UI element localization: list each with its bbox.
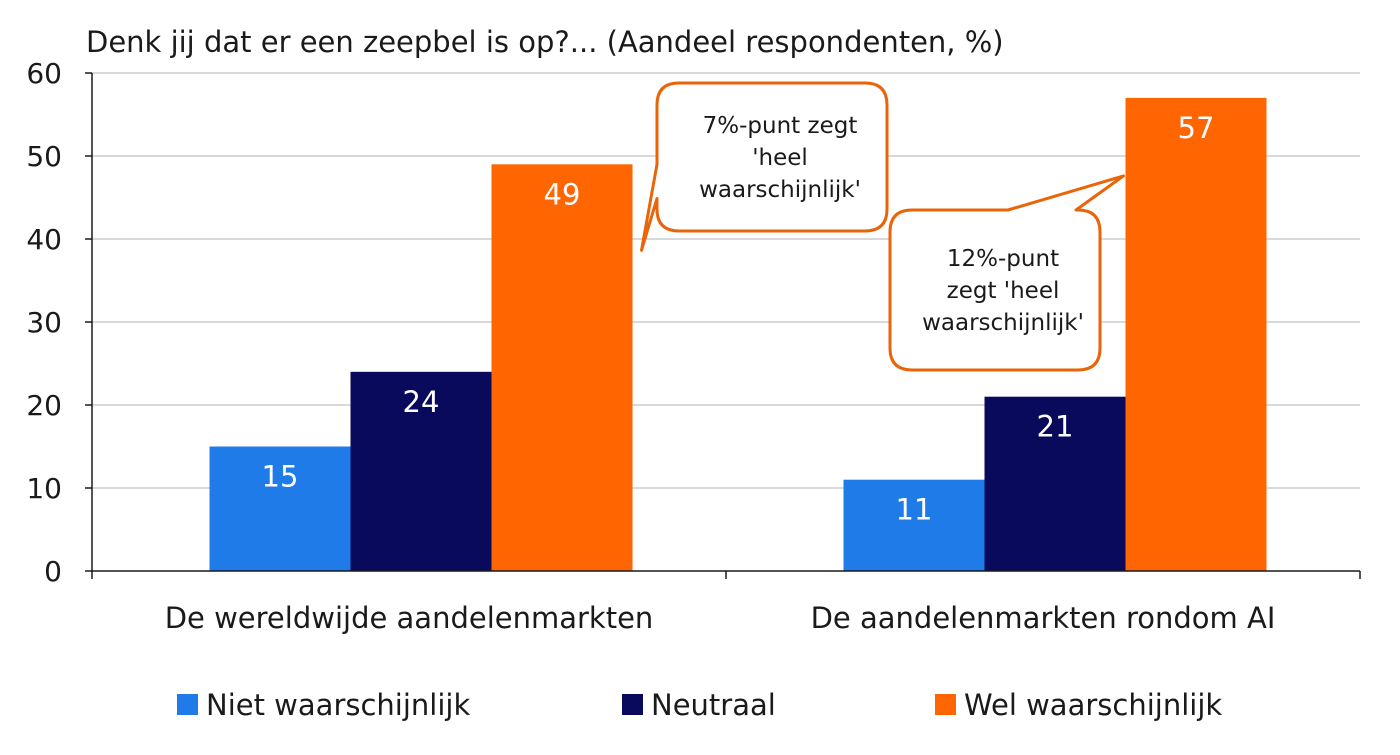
callouts: 7%-punt zegt 'heel waarschijnlijk' 12%-punt…: [640, 81, 1125, 372]
callout-text: zegt 'heel: [947, 278, 1060, 304]
callout-text: 'heel: [752, 145, 808, 171]
callout-text: 7%-punt zegt: [703, 113, 858, 139]
legend-label: Wel waarschijnlijk: [964, 688, 1222, 722]
y-tick-label: 60: [26, 57, 62, 90]
y-tick-label: 30: [26, 306, 62, 339]
callout-bubble: [640, 81, 889, 252]
bar: [1125, 97, 1267, 572]
legend-label: Neutraal: [651, 688, 776, 722]
y-tick-label: 40: [26, 223, 62, 256]
data-label: 57: [1178, 111, 1215, 145]
callout-text: waarschijnlijk': [922, 310, 1084, 336]
y-tick-label: 20: [26, 389, 62, 422]
data-label: 21: [1037, 410, 1074, 444]
x-category-label: De aandelenmarkten rondom AI: [811, 601, 1276, 635]
data-label: 15: [262, 460, 299, 494]
data-label: 11: [896, 493, 933, 527]
y-tick-label: 50: [26, 140, 62, 173]
legend-label: Niet waarschijnlijk: [206, 688, 470, 722]
y-tick-label: 0: [44, 555, 62, 588]
legend-swatch: [177, 694, 198, 715]
bar: [209, 446, 351, 571]
callout-text: 12%-punt: [947, 246, 1059, 272]
y-tick-label: 10: [26, 472, 62, 505]
bar: [984, 396, 1126, 571]
data-label: 24: [403, 385, 440, 419]
data-labels: 15 24 49 11 21 57: [262, 111, 1215, 527]
bar: [491, 164, 633, 572]
axes: 0 10 20 30 40 50 60 De wereldwijde aandelenmark…: [26, 57, 1361, 635]
legend: Niet waarschijnlijk Neutraal Wel waarschij…: [177, 688, 1222, 722]
legend-swatch: [935, 694, 956, 715]
chart-title: Denk jij dat er een zeepbel is op?... (A…: [86, 25, 1004, 59]
bar: [350, 371, 492, 571]
bar: [843, 479, 985, 571]
x-category-label: De wereldwijde aandelenmarkten: [165, 601, 654, 635]
bars: [209, 97, 1267, 572]
callout-text: waarschijnlijk': [699, 177, 861, 203]
legend-swatch: [622, 694, 643, 715]
data-label: 49: [544, 177, 581, 211]
callout-bubble: [888, 174, 1125, 372]
